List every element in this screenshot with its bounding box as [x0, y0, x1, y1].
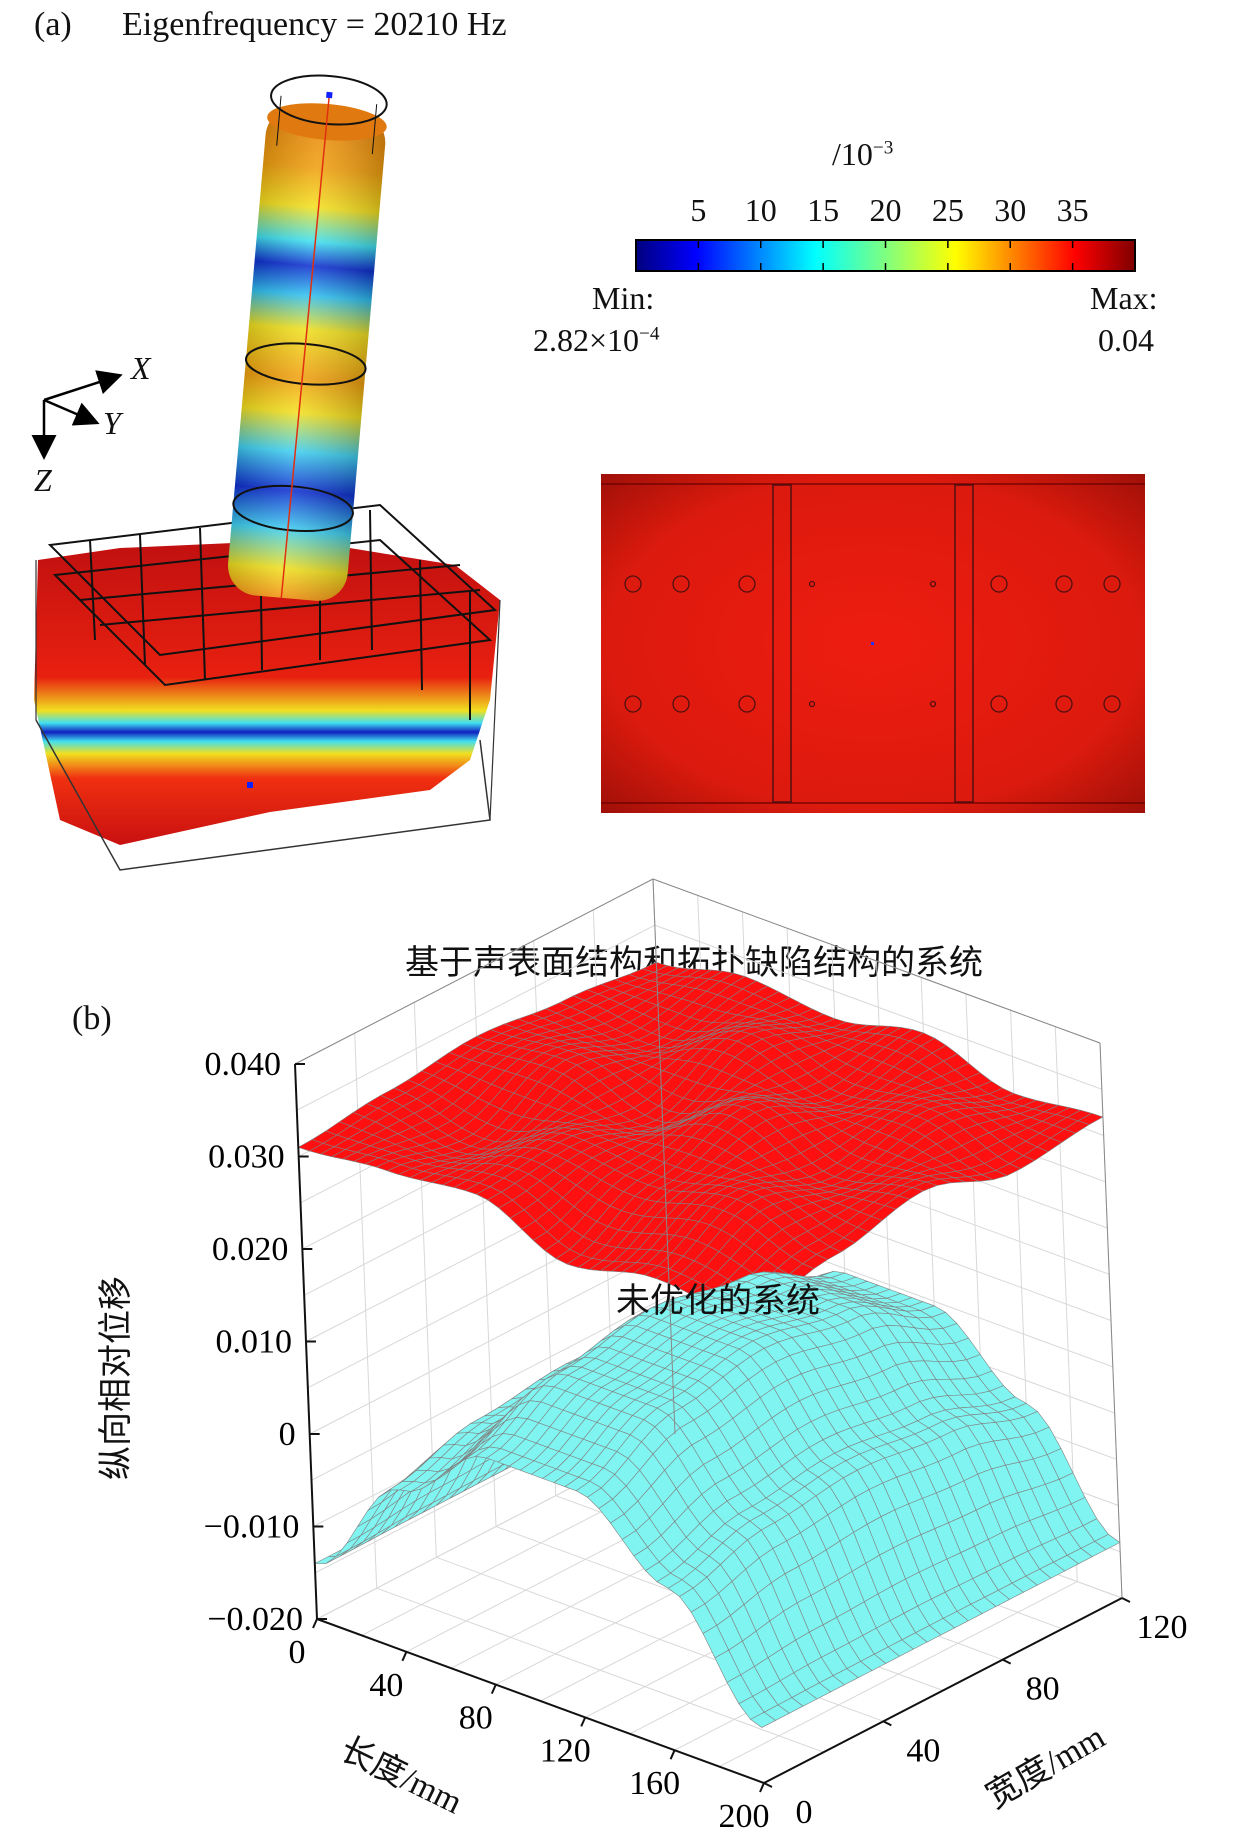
triad-z-label: Z [34, 462, 52, 498]
colorbar-tick-label: 35 [1056, 192, 1089, 228]
surface-1 [314, 1270, 1121, 1728]
x-tick [580, 1716, 587, 1727]
colorbar-tick-label: 25 [931, 192, 964, 228]
x-tick [669, 1749, 676, 1760]
axis-triad [31, 370, 123, 460]
column-3d [228, 74, 388, 601]
x-tick [759, 1782, 765, 1793]
y-tick [882, 1720, 892, 1727]
colorbar-unit-exponent: −3 [872, 137, 894, 159]
x-tick [490, 1684, 497, 1695]
colorbar-unit-base: /10 [832, 136, 873, 172]
tick-label: 0 [279, 1416, 296, 1453]
colorbar-max-label: Max: [1090, 280, 1158, 316]
colorbar-tick-label: 20 [869, 192, 902, 228]
box-edge [1099, 1042, 1123, 1599]
tick-label: 0.040 [205, 1046, 282, 1083]
tick-label: 40 [906, 1732, 940, 1769]
colorbar-tick-label: 15 [807, 192, 840, 228]
y-tick [763, 1782, 773, 1788]
x-tick [312, 1618, 318, 1629]
tick-label: −0.010 [204, 1509, 300, 1546]
panel-a-label: (a) [34, 6, 72, 43]
tick-label: −0.020 [207, 1601, 303, 1638]
y-tick [1002, 1658, 1012, 1665]
tick-label: 0 [289, 1634, 306, 1671]
triad-x-label: X [131, 350, 151, 386]
triad-x-arrow [43, 370, 123, 402]
triad-y-arrow [43, 398, 100, 426]
plate-holes [624, 575, 1121, 713]
plate-strip-left [772, 484, 792, 803]
colorbar [635, 239, 1136, 272]
y-tick [1121, 1597, 1131, 1603]
plate-strip-right [954, 484, 974, 803]
probe-point-base [247, 782, 253, 788]
tick-label: 0.010 [216, 1324, 293, 1361]
tick-label: 200 [719, 1798, 770, 1835]
min-exponent: −4 [639, 323, 660, 345]
bottom-surface-label: 未优化的系统 [616, 1281, 820, 1321]
tick-label: 40 [369, 1667, 403, 1704]
box-edge [652, 878, 1101, 1044]
floor-gridline [376, 1587, 824, 1753]
probe-point-top [326, 91, 333, 99]
min-mantissa: 2.82×10 [533, 322, 640, 358]
tick-label: 0.030 [208, 1139, 285, 1176]
tick-label: 0.020 [212, 1231, 289, 1268]
colorbar-tick-label: 30 [994, 192, 1027, 228]
panel-a-graphics [31, 74, 1145, 871]
fem-model-3d [34, 503, 501, 871]
model-base-block [34, 540, 500, 845]
tick-label: 120 [1137, 1609, 1188, 1646]
z-axis-title: 纵向相对位移 [96, 1276, 136, 1480]
y-axis-line [763, 1597, 1123, 1784]
colorbar-tick-label: 10 [744, 192, 777, 228]
tick-label: 80 [459, 1700, 493, 1737]
colorbar-unit: /10−3 [832, 136, 893, 173]
box-edge [294, 878, 654, 1065]
panel-a-title: Eigenfrequency = 20210 Hz [122, 6, 507, 43]
tick-label: 120 [540, 1732, 591, 1769]
panel-b-label: (b) [72, 1000, 112, 1037]
tick-label: 160 [629, 1765, 680, 1802]
box-edge [652, 878, 676, 1435]
x-axis-line [316, 1618, 765, 1784]
colorbar-max-value: 0.04 [1098, 322, 1154, 358]
colorbar-min-label: Min: [592, 280, 655, 316]
colorbar-tick-label: 5 [690, 192, 707, 228]
surface-0 [297, 961, 1104, 1321]
tick-label: 80 [1026, 1671, 1060, 1708]
plate-top-view [601, 474, 1145, 813]
colorbar-min-value: 2.82×10−4 [533, 322, 659, 359]
model-wireframe-box [35, 719, 491, 871]
x-tick [401, 1651, 408, 1662]
surface-facet [749, 1711, 777, 1728]
triad-y-label: Y [103, 405, 121, 441]
tick-label: 0 [796, 1794, 813, 1831]
